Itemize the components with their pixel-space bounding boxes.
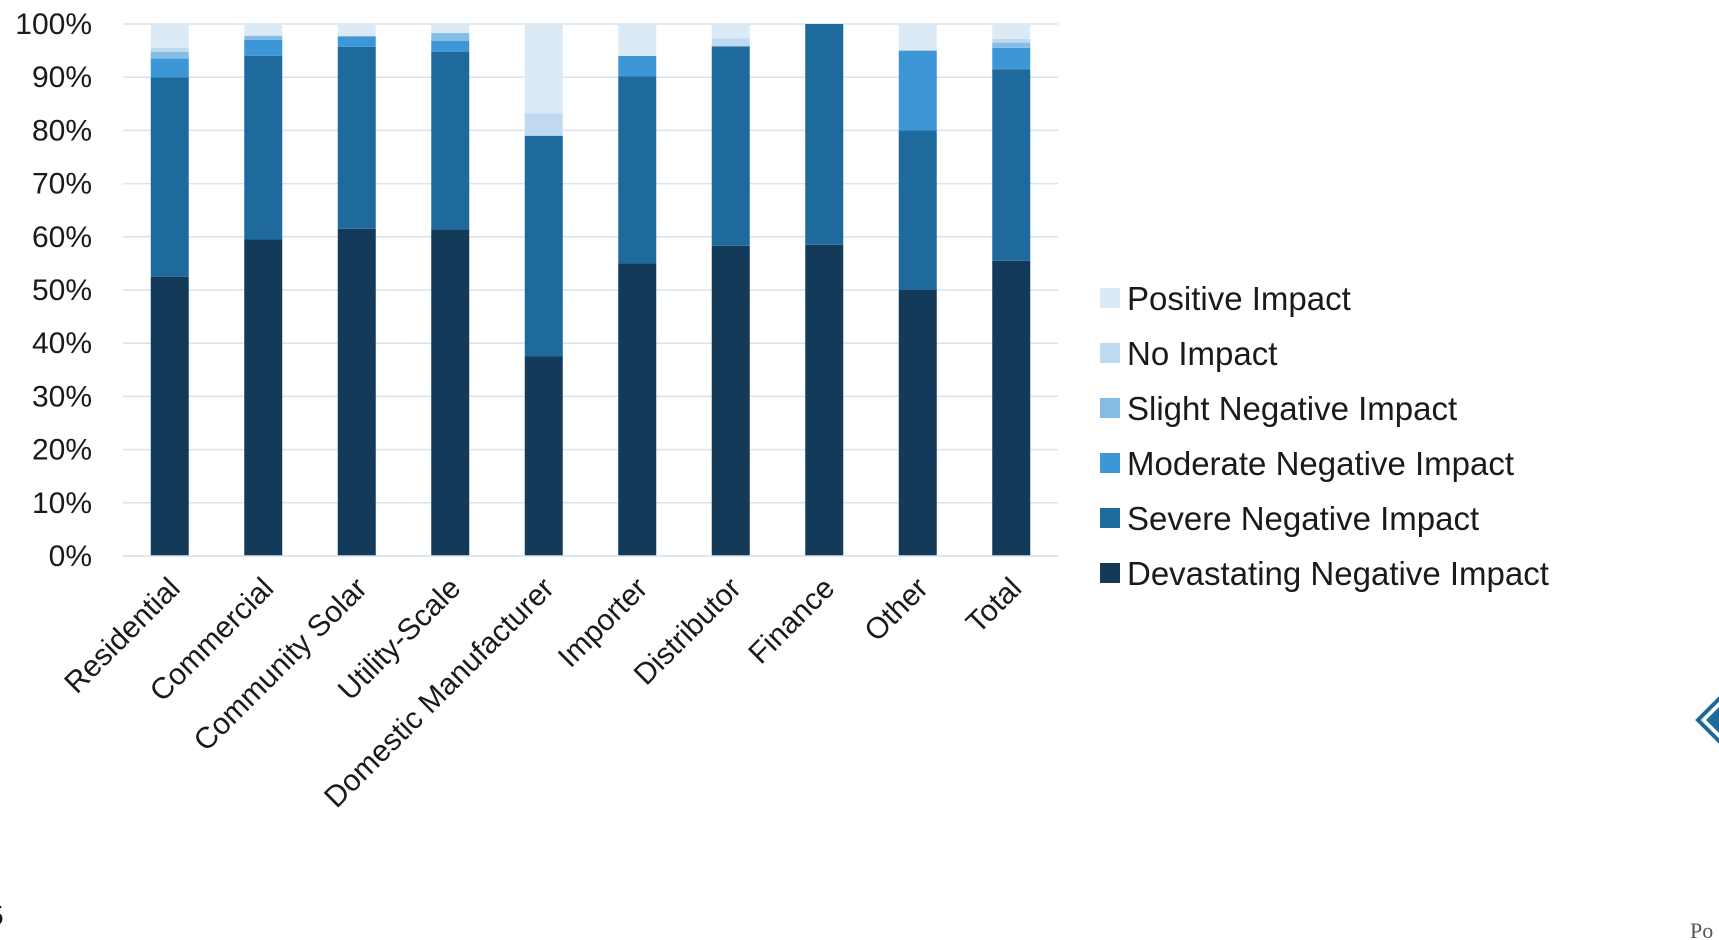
bar-segment <box>805 244 844 556</box>
bar-segment <box>992 42 1031 48</box>
bar-segment <box>431 24 470 34</box>
bar-segment <box>524 135 563 357</box>
logo-icon <box>1695 696 1719 744</box>
y-tick-label: 20% <box>32 434 92 467</box>
legend: Positive Impact No Impact Slight Negative … <box>1100 280 1549 592</box>
y-tick-label: 30% <box>32 380 92 413</box>
x-tick-label: Community Solar <box>188 572 374 758</box>
bar-segment <box>431 229 470 557</box>
bar-segment <box>150 276 189 556</box>
x-tick-label: Total <box>960 572 1028 640</box>
bar-segment <box>524 113 563 136</box>
legend-swatch <box>1100 563 1120 583</box>
bar-segment <box>150 58 189 78</box>
bar-segment <box>244 24 283 36</box>
bar-segment <box>244 35 283 40</box>
legend-label: Moderate Negative Impact <box>1127 445 1514 482</box>
bar-segment <box>337 46 376 229</box>
bar-segment <box>431 41 470 52</box>
y-tick-label: 40% <box>32 327 92 360</box>
page-number: 5 <box>0 900 4 932</box>
bar-segment <box>992 24 1031 39</box>
y-tick-label: 10% <box>32 487 92 520</box>
legend-swatch <box>1100 398 1120 418</box>
bar-segment <box>711 46 750 246</box>
bar-segment <box>150 24 189 48</box>
bar-segment <box>711 38 750 47</box>
bar-segment <box>337 36 376 47</box>
y-tick-label: 0% <box>49 540 92 573</box>
bar-segment <box>992 47 1031 70</box>
bar-segment <box>618 55 657 77</box>
bar-segment <box>898 50 937 131</box>
bar-segment <box>992 260 1031 556</box>
bar-segment <box>337 228 376 556</box>
y-tick-label: 90% <box>32 61 92 94</box>
x-tick-label: Finance <box>742 572 841 671</box>
bar-segment <box>150 77 189 277</box>
y-tick-label: 100% <box>15 8 92 41</box>
bar-segment <box>337 24 376 37</box>
bar-segment <box>524 24 563 114</box>
bar-segment <box>244 39 283 56</box>
bar-segment <box>431 51 470 230</box>
corner-text: Po <box>1690 918 1713 940</box>
legend-label: Positive Impact <box>1127 280 1351 317</box>
bar-segment <box>805 24 844 245</box>
legend-label: Slight Negative Impact <box>1127 390 1457 427</box>
bar-segment <box>711 245 750 556</box>
bar-segment <box>992 38 1031 43</box>
bars <box>150 24 1031 557</box>
bar-segment <box>992 69 1031 261</box>
bar-segment <box>898 130 937 290</box>
bar-segment <box>898 24 937 51</box>
x-tick-label: Other <box>858 572 934 648</box>
bar-segment <box>244 55 283 240</box>
bar-segment <box>150 51 189 59</box>
bar-segment <box>618 76 657 264</box>
legend-label: Devastating Negative Impact <box>1127 555 1549 592</box>
bar-segment <box>711 24 750 39</box>
bar-segment <box>431 33 470 42</box>
bar-segment <box>244 239 283 556</box>
legend-label: Severe Negative Impact <box>1127 500 1479 537</box>
y-tick-label: 70% <box>32 168 92 201</box>
legend-swatch <box>1100 343 1120 363</box>
legend-swatch <box>1100 288 1120 308</box>
y-tick-label: 50% <box>32 274 92 307</box>
bar-segment <box>618 24 657 56</box>
y-tick-label: 60% <box>32 221 92 254</box>
legend-label: No Impact <box>1127 335 1277 372</box>
legend-swatch <box>1100 508 1120 528</box>
bar-segment <box>150 47 189 52</box>
y-tick-label: 80% <box>32 114 92 147</box>
bar-segment <box>524 356 563 556</box>
bar-segment <box>618 263 657 556</box>
bar-segment <box>898 290 937 556</box>
legend-swatch <box>1100 453 1120 473</box>
y-axis: 0% 10% 20% 30% 40% 50% 60% 70% 80% 90% 100% <box>15 8 92 573</box>
